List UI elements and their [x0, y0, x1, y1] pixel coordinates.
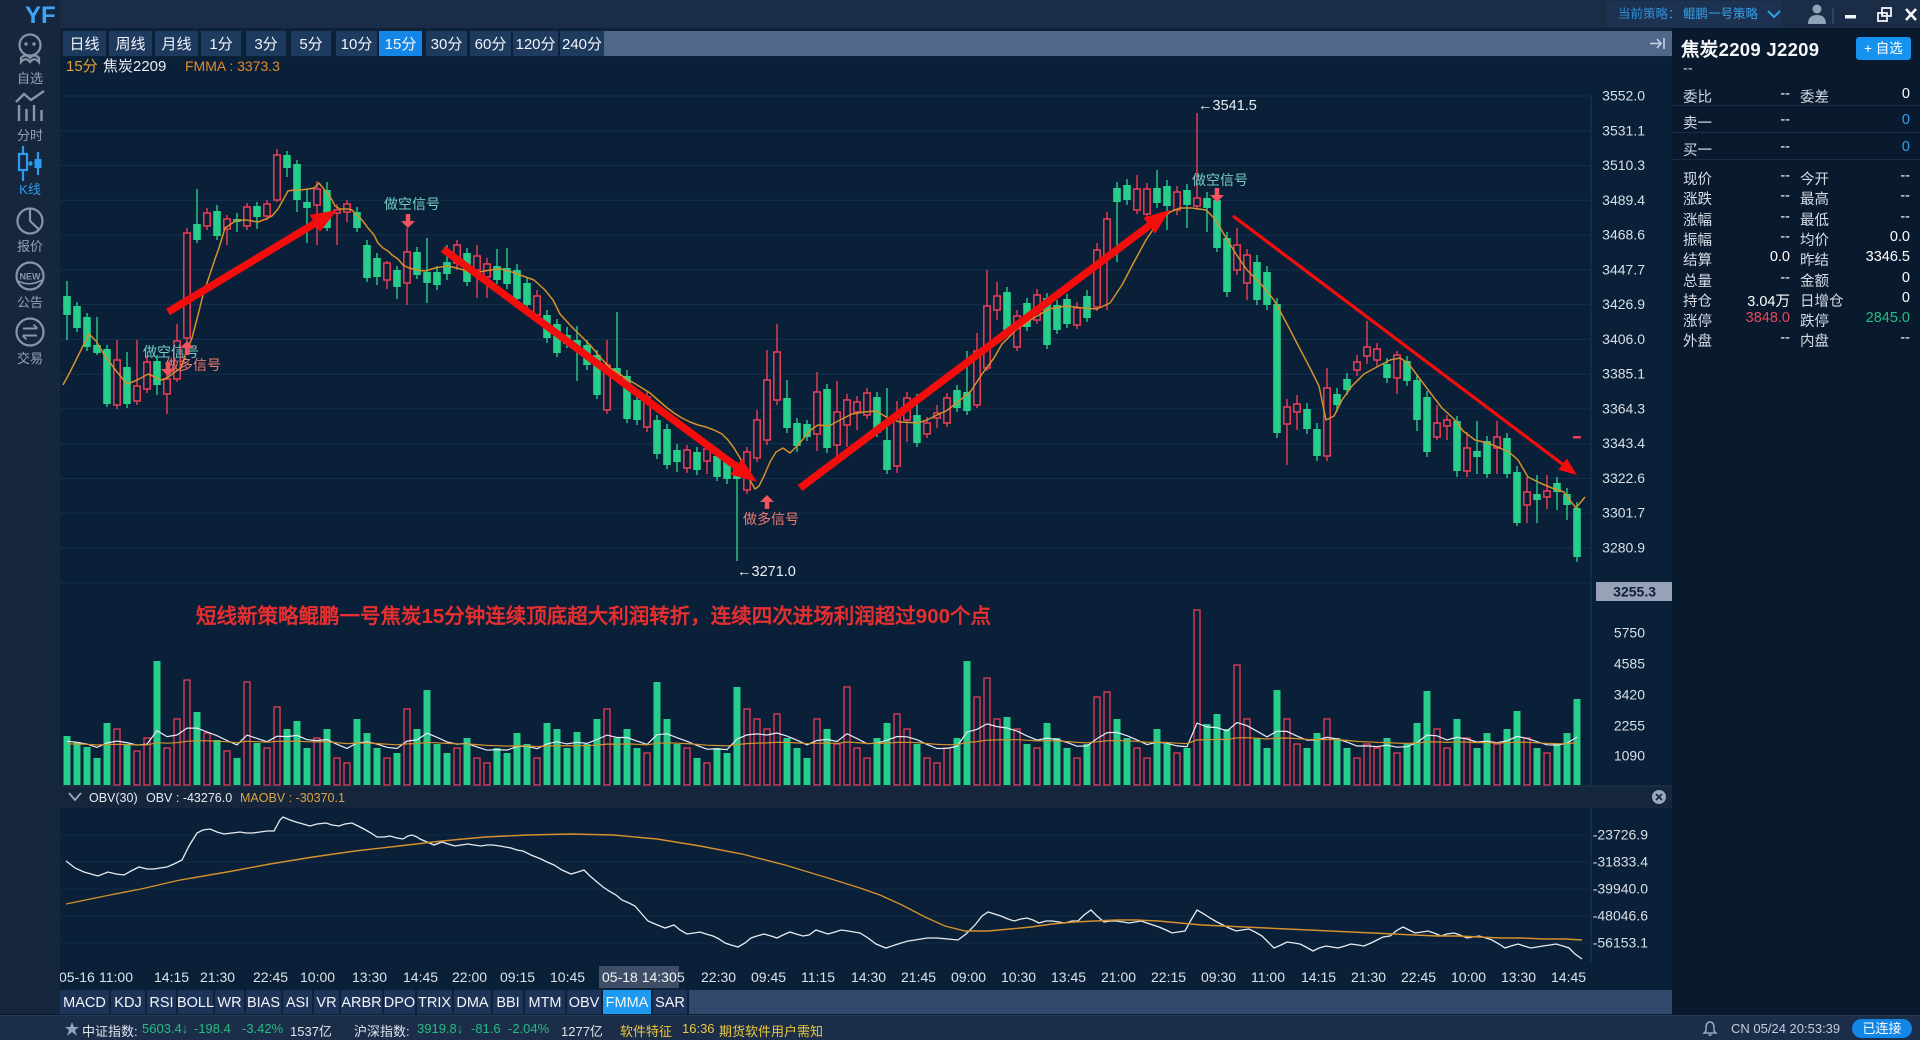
svg-text:3552.0: 3552.0: [1602, 88, 1645, 104]
svg-text:10:30: 10:30: [1001, 969, 1036, 985]
svg-text:3280.9: 3280.9: [1602, 540, 1645, 556]
svg-text:05-18 14:30: 05-18 14:30: [602, 969, 677, 985]
svg-text:15分: 15分: [66, 58, 98, 75]
svg-text:22:00: 22:00: [452, 969, 487, 985]
svg-text:13:45: 13:45: [1051, 969, 1086, 985]
svg-text:←3271.0: ←3271.0: [737, 564, 796, 580]
svg-text:TRIX: TRIX: [418, 995, 451, 1011]
svg-text:14:45: 14:45: [403, 969, 438, 985]
svg-text:MTM: MTM: [528, 995, 561, 1011]
svg-text:10分: 10分: [341, 36, 373, 53]
svg-text:RSI: RSI: [149, 995, 173, 1011]
svg-text:BOLL: BOLL: [177, 995, 214, 1011]
svg-text:1090: 1090: [1614, 748, 1645, 764]
svg-text:-39940.0: -39940.0: [1593, 881, 1648, 897]
svg-text:14:15: 14:15: [1301, 969, 1336, 985]
svg-text:焦炭2209: 焦炭2209: [103, 58, 166, 75]
svg-text:21:45: 21:45: [901, 969, 936, 985]
svg-text:ASI: ASI: [286, 995, 309, 1011]
svg-text:240分: 240分: [562, 36, 602, 53]
svg-text:120分: 120分: [515, 36, 555, 53]
svg-text:10:00: 10:00: [1451, 969, 1486, 985]
svg-text:14:15: 14:15: [154, 969, 189, 985]
svg-text:FMMA: FMMA: [606, 995, 649, 1011]
svg-text:做空信号: 做空信号: [384, 196, 440, 212]
svg-text:3531.1: 3531.1: [1602, 122, 1645, 138]
svg-text:30分: 30分: [431, 36, 463, 53]
svg-text:周线: 周线: [115, 36, 145, 53]
svg-text:NEW: NEW: [20, 272, 42, 282]
svg-text:09:30: 09:30: [1201, 969, 1236, 985]
svg-text:OBV : -43276.0: OBV : -43276.0: [146, 791, 232, 805]
svg-text:-31833.4: -31833.4: [1593, 854, 1648, 870]
svg-text:3489.4: 3489.4: [1602, 192, 1645, 208]
svg-text:13:30: 13:30: [1501, 969, 1536, 985]
svg-text:2255: 2255: [1614, 718, 1645, 734]
svg-text:3分: 3分: [254, 36, 277, 53]
svg-text:5分: 5分: [299, 36, 322, 53]
svg-text:3301.7: 3301.7: [1602, 505, 1645, 521]
svg-text:13:30: 13:30: [352, 969, 387, 985]
svg-text:11:00: 11:00: [99, 969, 133, 985]
svg-text:1分: 1分: [209, 36, 232, 53]
svg-text:15分: 15分: [385, 36, 417, 53]
svg-text:MAOBV : -30370.1: MAOBV : -30370.1: [240, 791, 345, 805]
svg-text:←3541.5: ←3541.5: [1198, 98, 1257, 114]
svg-text:22:45: 22:45: [253, 969, 288, 985]
svg-text:05-16: 05-16: [60, 969, 95, 985]
svg-text:5: 5: [677, 969, 685, 985]
svg-text:3420: 3420: [1614, 687, 1645, 703]
svg-text:BIAS: BIAS: [247, 995, 280, 1011]
svg-text:VR: VR: [316, 995, 336, 1011]
svg-text:22:45: 22:45: [1401, 969, 1436, 985]
svg-text:3447.7: 3447.7: [1602, 261, 1645, 277]
svg-text:短线新策略鲲鹏一号焦炭15分钟连续顶底超大利润转折，连续四次: 短线新策略鲲鹏一号焦炭15分钟连续顶底超大利润转折，连续四次进场利润超过900个…: [196, 604, 991, 628]
svg-text:10:00: 10:00: [300, 969, 335, 985]
svg-text:3426.9: 3426.9: [1602, 296, 1645, 312]
svg-text:KDJ: KDJ: [114, 995, 141, 1011]
svg-text:DPO: DPO: [384, 995, 415, 1011]
svg-text:22:30: 22:30: [701, 969, 736, 985]
svg-text:OBV: OBV: [569, 995, 600, 1011]
svg-text:月线: 月线: [161, 36, 191, 53]
svg-text:BBI: BBI: [496, 995, 519, 1011]
svg-text:-56153.1: -56153.1: [1593, 935, 1648, 951]
svg-text:做多信号: 做多信号: [165, 357, 221, 373]
svg-text:-48046.6: -48046.6: [1593, 908, 1648, 924]
svg-text:14:45: 14:45: [1551, 969, 1586, 985]
svg-text:21:30: 21:30: [200, 969, 235, 985]
svg-text:10:45: 10:45: [550, 969, 585, 985]
svg-text:日线: 日线: [69, 36, 99, 53]
svg-text:11:15: 11:15: [801, 969, 835, 985]
svg-text:3385.1: 3385.1: [1602, 366, 1645, 382]
svg-text:3468.6: 3468.6: [1602, 227, 1645, 243]
svg-text:SAR: SAR: [655, 995, 685, 1011]
svg-text:14:30: 14:30: [851, 969, 886, 985]
svg-text:3322.6: 3322.6: [1602, 470, 1645, 486]
svg-text:11:00: 11:00: [1251, 969, 1285, 985]
svg-text:DMA: DMA: [456, 995, 489, 1011]
svg-text:3343.4: 3343.4: [1602, 435, 1645, 451]
svg-text:3364.3: 3364.3: [1602, 400, 1645, 416]
svg-text:21:00: 21:00: [1101, 969, 1136, 985]
svg-text:FMMA : 3373.3: FMMA : 3373.3: [185, 58, 280, 74]
svg-text:5750: 5750: [1614, 625, 1645, 641]
svg-text:22:15: 22:15: [1151, 969, 1186, 985]
svg-text:21:30: 21:30: [1351, 969, 1386, 985]
svg-text:做空信号: 做空信号: [1192, 172, 1248, 188]
svg-text:60分: 60分: [475, 36, 507, 53]
svg-text:-23726.9: -23726.9: [1593, 827, 1648, 843]
svg-text:做多信号: 做多信号: [743, 511, 799, 527]
svg-text:09:00: 09:00: [951, 969, 986, 985]
svg-text:OBV(30): OBV(30): [89, 791, 138, 805]
svg-text:4585: 4585: [1614, 656, 1645, 672]
svg-text:3510.3: 3510.3: [1602, 157, 1645, 173]
svg-text:3255.3: 3255.3: [1613, 584, 1656, 600]
svg-text:WR: WR: [217, 995, 241, 1011]
svg-text:ARBR: ARBR: [341, 995, 381, 1011]
svg-text:3406.0: 3406.0: [1602, 331, 1645, 347]
svg-text:MACD: MACD: [63, 995, 106, 1011]
svg-text:09:15: 09:15: [500, 969, 535, 985]
svg-text:09:45: 09:45: [751, 969, 786, 985]
